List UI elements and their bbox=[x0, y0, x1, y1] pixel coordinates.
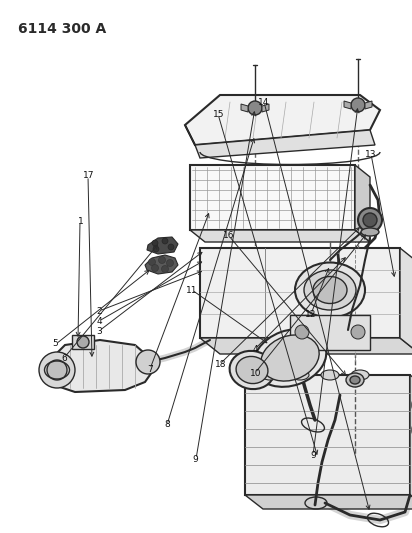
Polygon shape bbox=[355, 165, 370, 242]
Ellipse shape bbox=[261, 370, 279, 380]
Text: 2: 2 bbox=[96, 307, 102, 316]
Circle shape bbox=[248, 101, 262, 115]
Bar bbox=[190, 165, 355, 230]
Circle shape bbox=[153, 246, 159, 252]
Bar bbox=[290, 315, 370, 350]
Text: 16: 16 bbox=[223, 231, 234, 240]
Circle shape bbox=[159, 256, 166, 263]
Circle shape bbox=[152, 240, 158, 246]
Circle shape bbox=[152, 264, 159, 271]
Bar bbox=[72, 335, 94, 349]
Bar bbox=[200, 248, 400, 338]
Text: 4: 4 bbox=[253, 345, 258, 353]
Ellipse shape bbox=[346, 373, 364, 387]
Circle shape bbox=[39, 352, 75, 388]
Ellipse shape bbox=[361, 228, 379, 236]
Circle shape bbox=[351, 325, 365, 339]
Ellipse shape bbox=[321, 370, 339, 380]
Circle shape bbox=[77, 336, 89, 348]
Circle shape bbox=[136, 350, 160, 374]
Ellipse shape bbox=[253, 329, 326, 387]
Text: 9: 9 bbox=[193, 455, 199, 464]
Polygon shape bbox=[365, 101, 372, 109]
Text: 6: 6 bbox=[61, 354, 67, 362]
Text: 4: 4 bbox=[96, 317, 102, 326]
Text: 7: 7 bbox=[147, 365, 153, 374]
Text: 12: 12 bbox=[305, 310, 317, 319]
Ellipse shape bbox=[351, 370, 369, 380]
Polygon shape bbox=[262, 104, 269, 112]
Circle shape bbox=[363, 213, 377, 227]
Polygon shape bbox=[400, 248, 412, 354]
Text: 15: 15 bbox=[213, 110, 224, 119]
Polygon shape bbox=[147, 237, 178, 254]
Text: 13: 13 bbox=[365, 150, 377, 159]
Ellipse shape bbox=[236, 357, 268, 384]
Polygon shape bbox=[344, 101, 351, 109]
Polygon shape bbox=[55, 340, 152, 392]
Polygon shape bbox=[241, 104, 248, 112]
Circle shape bbox=[168, 244, 174, 250]
Circle shape bbox=[358, 208, 382, 232]
Polygon shape bbox=[185, 95, 380, 145]
Text: 5: 5 bbox=[53, 340, 59, 348]
Circle shape bbox=[351, 98, 365, 112]
Bar bbox=[245, 375, 410, 495]
Ellipse shape bbox=[304, 270, 356, 310]
Text: 10: 10 bbox=[250, 369, 261, 377]
Polygon shape bbox=[145, 255, 178, 274]
Ellipse shape bbox=[291, 370, 309, 380]
Circle shape bbox=[295, 325, 309, 339]
Circle shape bbox=[47, 360, 67, 380]
Circle shape bbox=[166, 260, 173, 266]
Text: 17: 17 bbox=[83, 172, 94, 180]
Polygon shape bbox=[245, 495, 412, 509]
Ellipse shape bbox=[229, 351, 274, 389]
Text: 18: 18 bbox=[215, 360, 226, 368]
Ellipse shape bbox=[313, 277, 347, 303]
Text: 14: 14 bbox=[258, 98, 269, 107]
Polygon shape bbox=[410, 375, 412, 509]
Text: 11: 11 bbox=[186, 286, 197, 295]
Text: 1: 1 bbox=[77, 217, 83, 225]
Text: 6114 300 A: 6114 300 A bbox=[18, 22, 106, 36]
Text: 9: 9 bbox=[310, 451, 316, 460]
Circle shape bbox=[162, 238, 168, 244]
Polygon shape bbox=[185, 125, 375, 158]
Text: 8: 8 bbox=[164, 421, 170, 429]
Circle shape bbox=[148, 259, 155, 265]
Polygon shape bbox=[190, 230, 370, 242]
Ellipse shape bbox=[350, 376, 360, 384]
Circle shape bbox=[162, 265, 169, 272]
Ellipse shape bbox=[261, 335, 319, 381]
Text: 3: 3 bbox=[96, 327, 102, 336]
Polygon shape bbox=[200, 338, 412, 354]
Ellipse shape bbox=[295, 262, 365, 318]
